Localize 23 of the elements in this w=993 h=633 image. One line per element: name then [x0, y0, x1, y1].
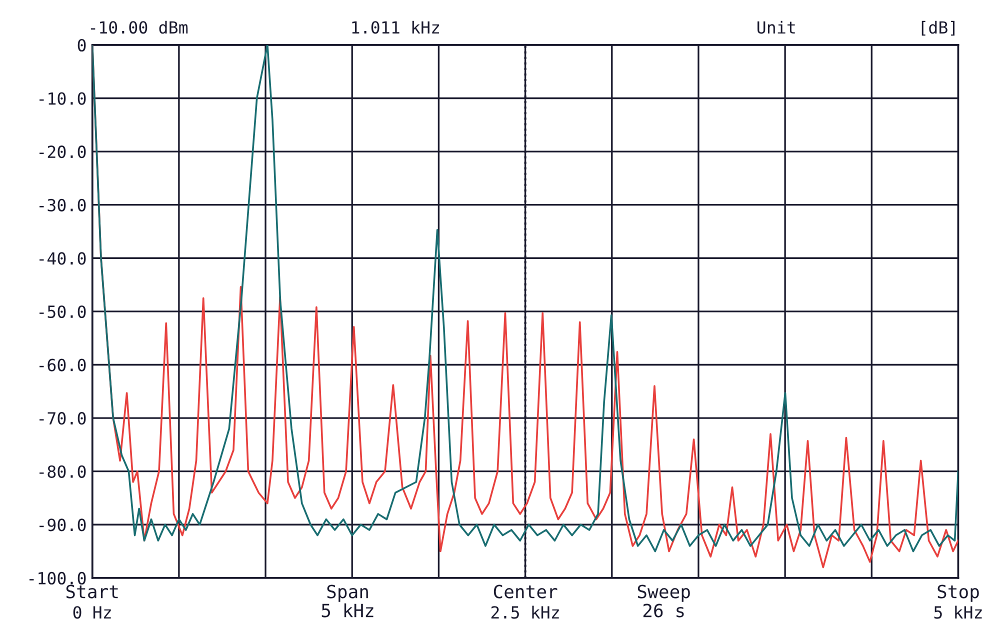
- text: 1.011 kHz: [352, 20, 439, 34]
- x-tick-label: 5 kHz: [934, 606, 982, 619]
- text: Stop: [938, 584, 979, 602]
- y-tick-label: -60.0: [40, 358, 86, 372]
- text: -10.00 dBm: [90, 20, 188, 34]
- y-tick-label: -100.0: [29, 572, 86, 585]
- y-tick-label: -50.0: [40, 305, 86, 318]
- y-tick-label: -80.0: [40, 465, 86, 478]
- x-tick-label: 0 Hz: [73, 606, 111, 619]
- x-tick-label: 2.5 kHz: [491, 606, 559, 619]
- y-tick-label: -10.0: [40, 92, 86, 105]
- y-tick-label: -30.0: [40, 198, 86, 212]
- text: Start: [66, 584, 118, 598]
- text: Center: [494, 584, 558, 598]
- text: Unit: [758, 20, 795, 34]
- y-axis-title: [dB]: [922, 20, 954, 36]
- text: Sweep 26 s: [638, 584, 690, 618]
- y-tick-label: -70.0: [40, 412, 86, 425]
- y-tick-label: -90.0: [40, 518, 86, 532]
- y-tick-label: 0: [78, 38, 86, 52]
- y-tick-label: -40.0: [40, 252, 86, 265]
- text: Span 5 kHz: [322, 584, 374, 618]
- y-tick-label: -20.0: [40, 146, 86, 158]
